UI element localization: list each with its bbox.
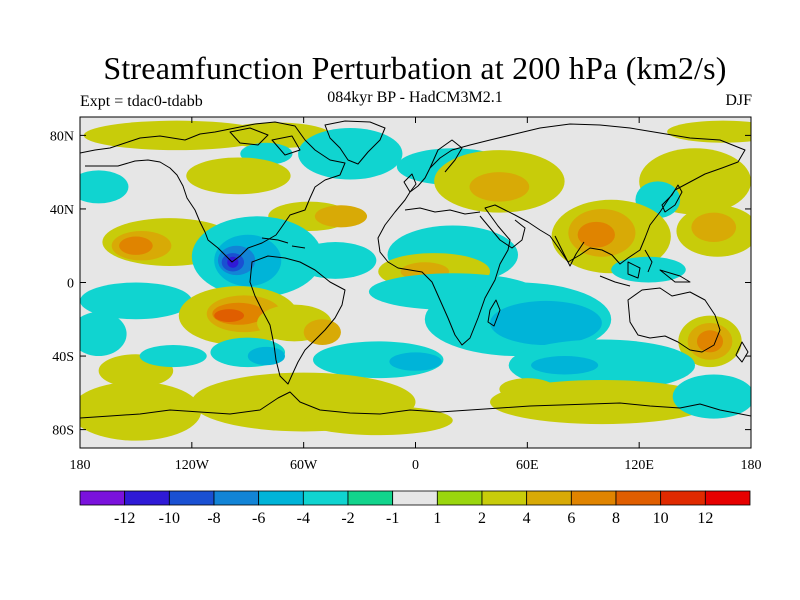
colorbar-label-0: -12 (114, 510, 135, 527)
contour-blob-33 (80, 311, 127, 357)
contour-blob-11 (469, 172, 530, 202)
contour-blob-58 (490, 379, 714, 425)
coastline-antarctica (80, 391, 751, 419)
contour-blob-22 (294, 242, 377, 279)
colorbar-box-4 (258, 490, 304, 506)
contour-blob-3 (83, 120, 271, 151)
colorbar: -12 -10 -8 -6 -4 -2 -1 1 2 4 6 8 10 12 (79, 490, 751, 527)
season-label: DJF (725, 92, 752, 109)
contour-blob-45 (696, 330, 724, 353)
colorbar-label-1: -10 (159, 510, 180, 527)
contour-blob-28 (577, 221, 615, 248)
contour-blob-42 (490, 300, 602, 346)
contour-blob-51 (389, 352, 442, 371)
chart-subtitle: 084kyr BP - HadCM3M2.1 (327, 89, 503, 106)
colorbar-label-9: 4 (523, 510, 531, 527)
contour-blob-59 (672, 374, 751, 419)
colorbar-label-11: 8 (612, 510, 620, 527)
coastline-new-zealand (735, 341, 749, 363)
colorbar-box-12 (615, 490, 662, 506)
contour-blob-30 (691, 212, 737, 243)
contour-blob-57 (303, 405, 453, 436)
colorbar-label-5: -2 (341, 510, 354, 527)
colorbar-label-2: -8 (207, 510, 220, 527)
colorbar-box-3 (213, 490, 260, 506)
colorbar-box-7 (392, 490, 438, 506)
coastline-north-america (80, 121, 346, 263)
x-tick-label-5: 120E (624, 458, 654, 473)
x-tick-label-0: 180 (70, 458, 91, 473)
colorbar-box-8 (436, 490, 483, 506)
colorbar-box-1 (124, 490, 170, 506)
experiment-label: Expt = tdac0-tdabb (80, 93, 203, 110)
colorbar-label-6: -1 (386, 510, 399, 527)
colorbar-box-11 (570, 490, 617, 506)
colorbar-box-5 (302, 490, 349, 506)
contour-blob-47 (139, 345, 207, 368)
contour-blob-16 (314, 205, 368, 228)
contour-blob-52 (508, 339, 696, 391)
x-tick-label-6: 180 (741, 458, 762, 473)
colorbar-label-3: -6 (252, 510, 265, 527)
coastline-south-america (249, 255, 346, 385)
contour-blob-7 (186, 157, 291, 195)
contour-blob-53 (531, 356, 599, 375)
colorbar-box-0 (79, 490, 126, 506)
coastline-arctic-islands (229, 127, 301, 156)
colorbar-box-13 (660, 490, 706, 506)
x-tick-label-4: 60E (516, 458, 539, 473)
contour-blob-32 (80, 282, 192, 320)
coastline-scandinavia (429, 139, 463, 173)
chart-title: Streamfunction Perturbation at 200 hPa (… (103, 50, 727, 86)
coastline-greenland (324, 120, 386, 165)
colorbar-label-13: 12 (697, 510, 713, 527)
colorbar-box-2 (168, 490, 215, 506)
y-tick-label-0: 80N (50, 129, 74, 144)
contour-blob-8 (80, 170, 129, 204)
colorbar-box-10 (526, 490, 572, 506)
coastline-arabia (479, 215, 526, 249)
contour-blob-55 (80, 381, 202, 441)
y-tick-label-2: 0 (67, 277, 74, 292)
colorbar-label-12: 10 (653, 510, 669, 527)
x-tick-label-3: 0 (412, 458, 419, 473)
contour-blob-37 (214, 309, 245, 323)
colorbar-box-14 (704, 490, 751, 506)
colorbar-label-8: 2 (478, 510, 486, 527)
coastline-australia (627, 287, 721, 353)
coastline-mediterranean (404, 207, 481, 215)
coastline-se-asia-islands (599, 249, 691, 287)
colorbar-box-9 (481, 490, 528, 506)
y-tick-label-4: 80S (52, 424, 74, 439)
coastline-caribbean (261, 237, 306, 249)
x-tick-label-1: 120W (175, 458, 210, 473)
coastline-eurasia-africa (377, 123, 746, 346)
x-tick-label-2: 60W (290, 458, 318, 473)
coastline-madagascar (487, 299, 501, 327)
colorbar-box-6 (347, 490, 394, 506)
axes: 80N 40N 0 40S 80S 180 120W 60W 0 60E 120E 180 (50, 117, 762, 473)
colorbar-label-7: 1 (433, 510, 441, 527)
coastline-india (554, 235, 585, 267)
contour-blob-49 (247, 346, 286, 366)
contour-blob-14 (667, 120, 751, 143)
y-tick-label-1: 40N (50, 203, 74, 218)
contour-field (80, 120, 751, 441)
colorbar-label-10: 6 (567, 510, 575, 527)
contour-blob-6 (298, 128, 403, 180)
coastlines (80, 120, 751, 419)
contour-blob-2 (119, 236, 153, 255)
colorbar-label-4: -4 (297, 510, 310, 527)
y-tick-label-3: 40S (52, 350, 74, 365)
coastline-japan (661, 184, 683, 213)
coastline-british-isles (403, 173, 417, 193)
